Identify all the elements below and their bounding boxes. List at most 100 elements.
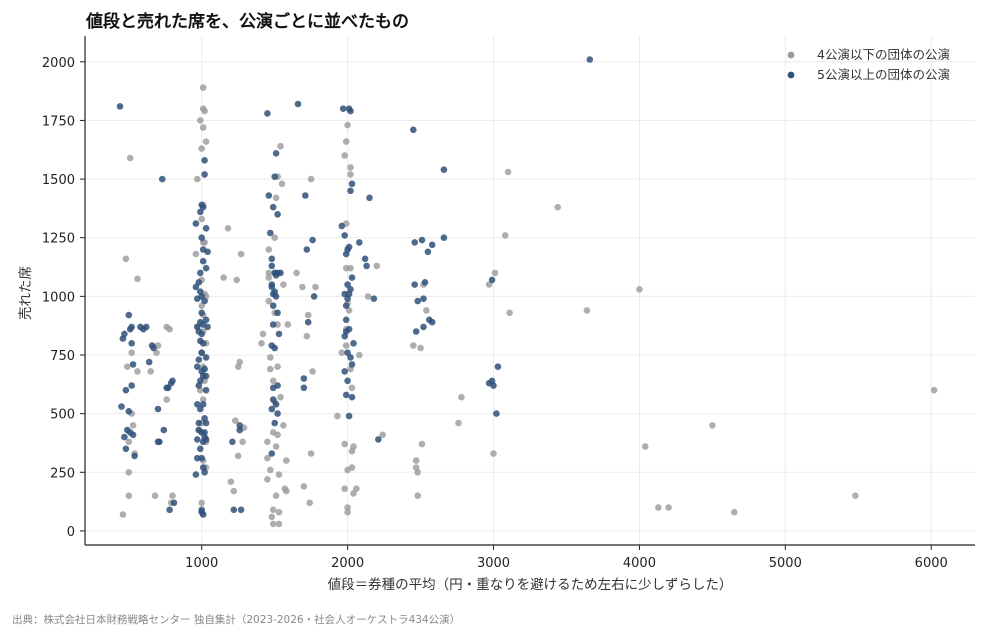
scatter-point-series-1 [232,417,239,425]
scatter-point-series-1 [269,377,277,385]
scatter-point-series-1 [151,492,159,500]
data-points [116,56,938,528]
scatter-point-series-1 [198,499,205,507]
scatter-point-series-2 [199,257,207,265]
scatter-point-series-1 [423,307,430,314]
scatter-point-series-1 [129,422,137,429]
scatter-point-series-1 [554,203,561,211]
scatter-point-series-1 [347,164,354,171]
scatter-point-series-1 [265,274,273,281]
scatter-point-series-2 [347,286,354,293]
scatter-point-series-2 [170,499,178,507]
scatter-point-series-2 [156,438,163,446]
scatter-point-series-2 [268,262,276,270]
scatter-point-series-2 [339,105,347,112]
x-tick-label: 4000 [623,556,656,571]
scatter-point-series-1 [275,471,283,478]
scatter-point-series-1 [341,485,349,493]
scatter-point-series-2 [116,103,124,110]
scatter-point-series-1 [303,332,311,340]
scatter-point-series-1 [348,464,356,471]
scatter-point-series-2 [125,408,133,415]
scatter-point-series-1 [306,499,314,507]
scatter-point-series-2 [421,279,429,286]
scatter-point-series-1 [220,274,227,281]
scatter-point-series-2 [122,445,130,453]
scatter-point-series-2 [201,429,208,436]
scatter-point-series-1 [278,180,286,188]
scatter-point-series-2 [128,323,135,331]
scatter-point-series-1 [341,152,349,159]
scatter-point-series-1 [264,438,271,446]
scatter-point-series-2 [202,372,210,380]
grid-lines [85,36,975,545]
scatter-point-series-1 [192,250,200,258]
scatter-point-series-2 [300,375,308,382]
scatter-point-series-1 [265,246,273,253]
scatter-point-series-2 [440,234,448,241]
scatter-point-series-2 [195,279,203,286]
source-note: 出典：株式会社日本財務戦略センター 独自集計（2023-2026・社会人オーケス… [12,613,460,626]
scatter-point-series-2 [269,302,277,310]
scatter-point-series-2 [274,211,281,218]
scatter-point-series-2 [129,431,137,439]
scatter-point-series-2 [198,330,205,338]
scatter-point-series-2 [194,436,201,443]
scatter-point-series-1 [284,321,292,328]
scatter-point-series-2 [272,401,280,408]
scatter-point-series-2 [197,445,204,453]
scatter-point-series-1 [852,492,859,500]
scatter-point-series-1 [119,511,127,518]
scatter-point-series-1 [134,275,141,283]
scatter-point-series-2 [199,203,207,211]
scatter-point-series-2 [490,382,497,389]
scatter-point-series-2 [493,410,500,417]
scatter-point-series-2 [169,377,176,385]
scatter-point-series-2 [356,239,363,246]
scatter-point-series-2 [309,236,316,244]
scatter-point-series-1 [122,255,130,263]
scatter-point-series-1 [293,269,300,277]
scatter-point-series-2 [129,361,137,368]
y-tick-label: 2000 [42,56,75,71]
scatter-point-series-1 [280,422,287,429]
y-ticks: 0 250 500 750 1000 1250 1500 1750 2000 [42,56,85,540]
scatter-point-series-2 [268,255,276,263]
x-tick-label: 6000 [915,556,948,571]
scatter-point-series-2 [418,236,426,244]
scatter-point-series-1 [342,138,350,145]
y-tick-label: 500 [50,408,75,423]
scatter-point-series-2 [342,391,350,399]
scatter-point-series-2 [121,433,128,441]
scatter-point-series-1 [344,504,351,511]
scatter-point-series-1 [353,485,360,493]
scatter-point-series-2 [269,203,277,211]
scatter-point-series-2 [344,377,351,385]
scatter-point-series-2 [586,56,594,63]
scatter-point-series-2 [411,239,419,246]
scatter-point-series-2 [150,344,157,352]
scatter-point-series-1 [198,145,205,152]
scatter-point-series-1 [379,431,386,439]
scatter-point-series-2 [201,365,208,373]
scatter-point-series-1 [412,457,420,464]
scatter-point-series-1 [304,311,312,319]
scatter-point-series-1 [504,168,512,176]
legend-marker-series-1 [787,51,795,59]
scatter-point-series-1 [125,469,133,476]
y-tick-label: 1750 [42,114,75,129]
scatter-point-series-2 [440,166,448,173]
scatter-point-series-2 [348,393,356,401]
scatter-point-series-1 [198,215,205,223]
scatter-point-series-1 [277,393,284,401]
scatter-point-series-1 [344,508,351,516]
scatter-point-series-1 [414,469,422,476]
scatter-point-series-1 [307,175,315,183]
scatter-point-series-1 [280,281,287,288]
scatter-point-series-1 [259,330,267,338]
scatter-point-series-1 [265,269,273,277]
scatter-point-series-1 [506,309,513,317]
scatter-point-series-2 [272,150,280,157]
scatter-point-series-2 [199,340,207,347]
scatter-point-series-2 [348,361,356,368]
